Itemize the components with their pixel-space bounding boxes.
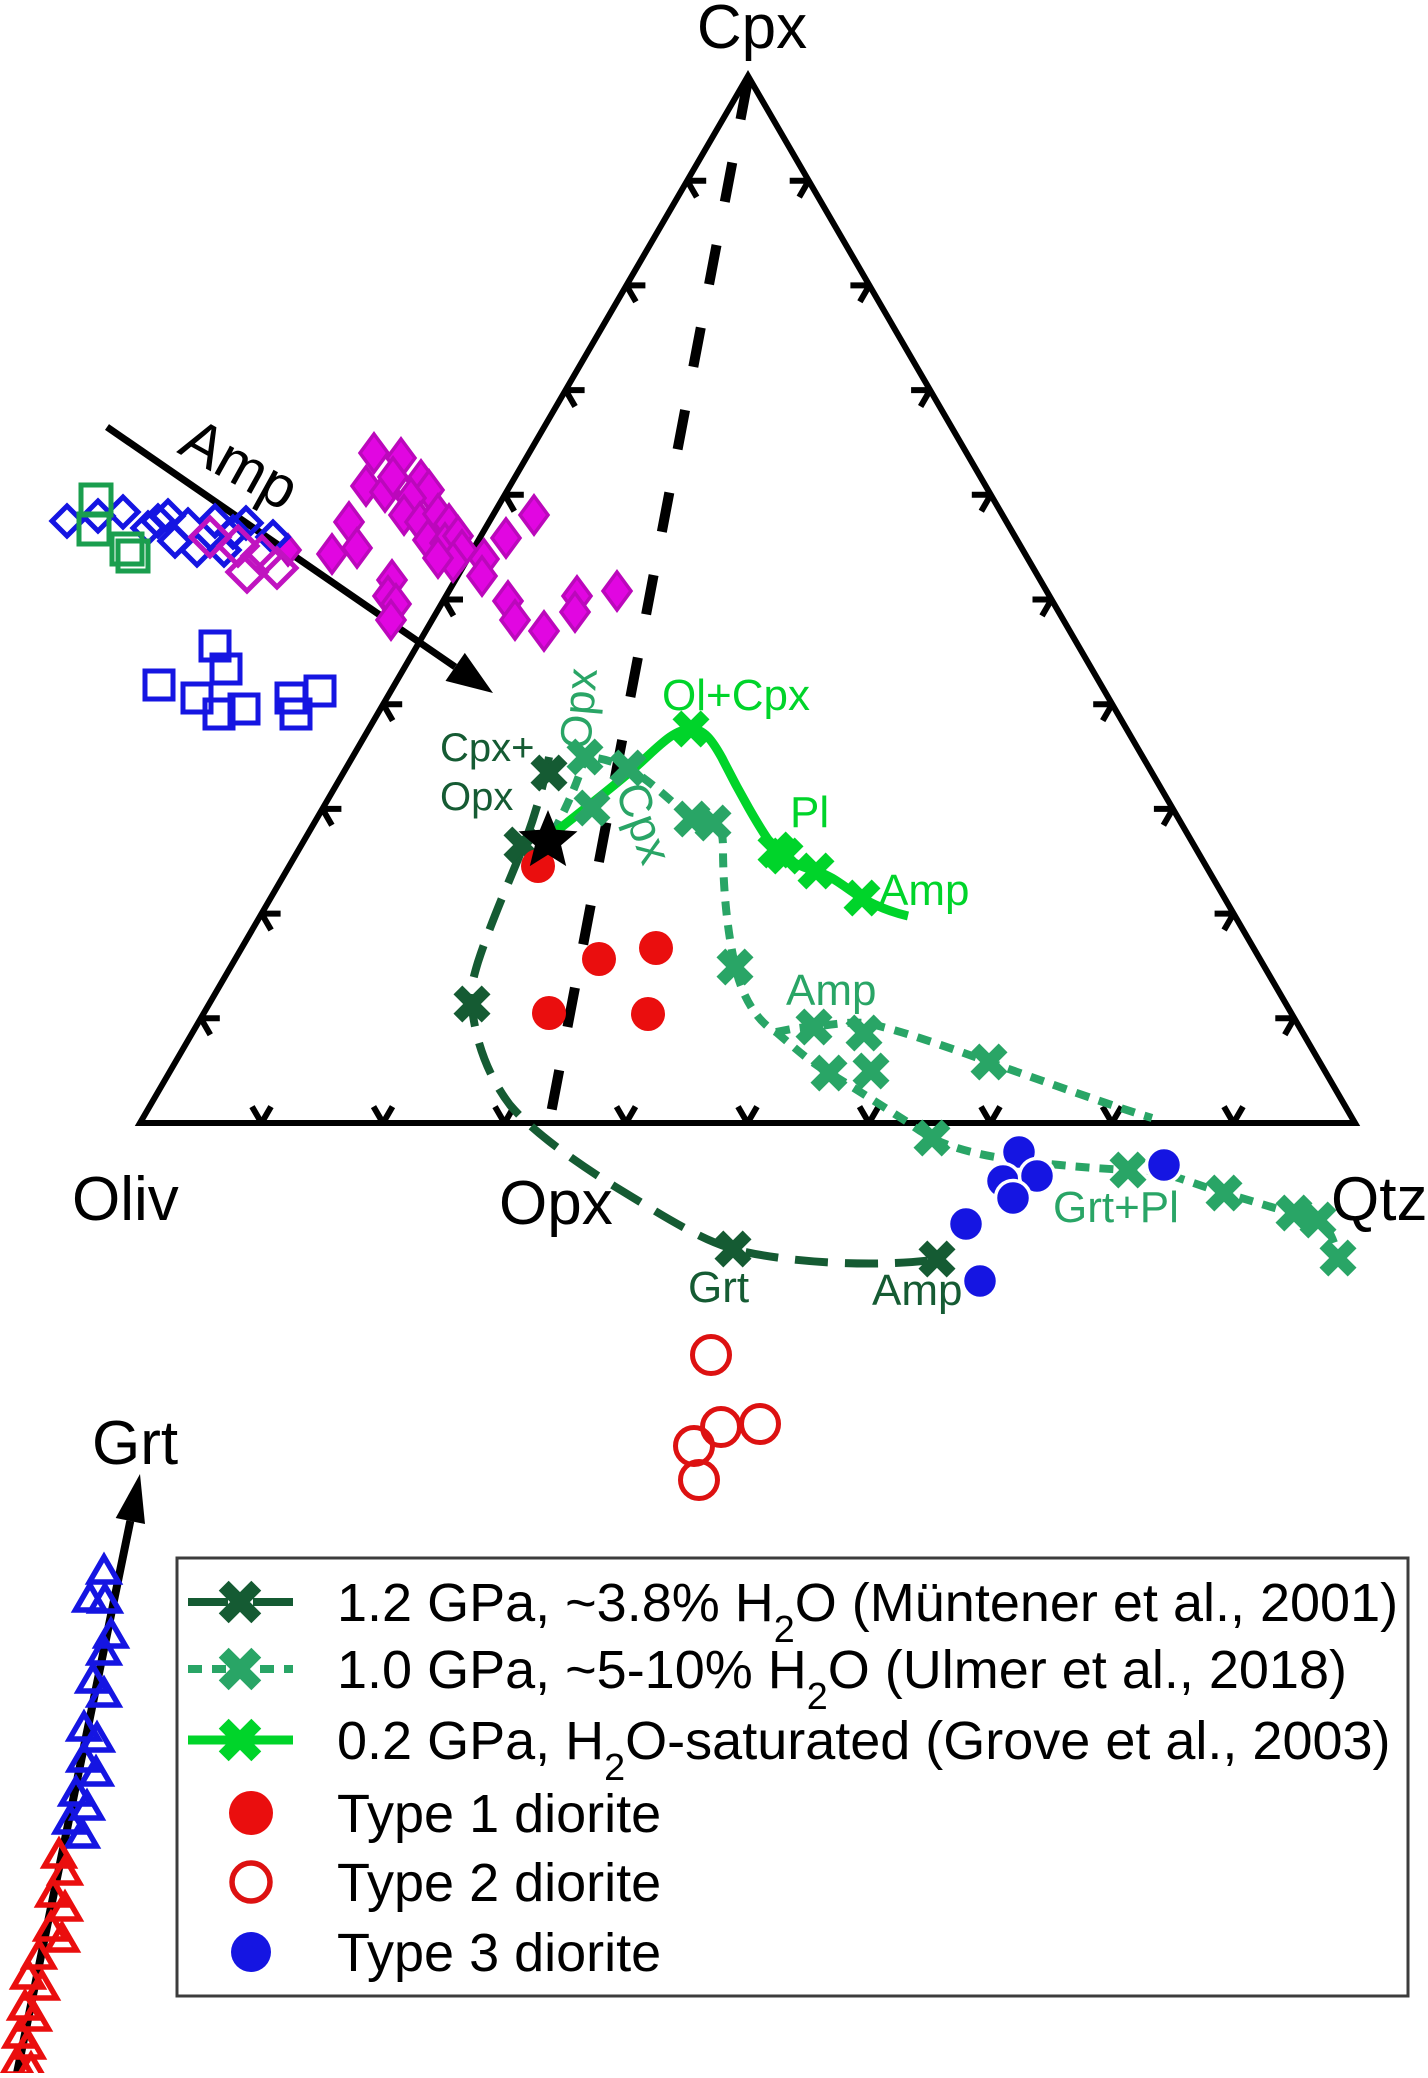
svg-text:Opx: Opx bbox=[499, 1169, 613, 1238]
svg-text:Amp: Amp bbox=[879, 866, 969, 915]
svg-text:Type 3 diorite: Type 3 diorite bbox=[337, 1923, 661, 1983]
svg-text:Oliv: Oliv bbox=[72, 1165, 179, 1234]
svg-text:Cpx: Cpx bbox=[697, 0, 807, 62]
svg-text:Pl: Pl bbox=[790, 788, 829, 837]
svg-text:Amp: Amp bbox=[786, 966, 876, 1015]
svg-text:Amp: Amp bbox=[872, 1266, 962, 1315]
svg-text:Opx: Opx bbox=[551, 666, 607, 751]
svg-text:Type 2 diorite: Type 2 diorite bbox=[337, 1853, 661, 1913]
svg-text:Cpx+: Cpx+ bbox=[440, 726, 535, 770]
svg-text:Grt: Grt bbox=[92, 1409, 178, 1478]
svg-text:Grt: Grt bbox=[688, 1263, 749, 1312]
svg-text:Type 1 diorite: Type 1 diorite bbox=[337, 1784, 661, 1844]
svg-text:Opx: Opx bbox=[440, 775, 513, 819]
svg-text:Ol+Cpx: Ol+Cpx bbox=[662, 671, 810, 720]
svg-text:Grt+Pl: Grt+Pl bbox=[1053, 1183, 1179, 1232]
svg-text:Qtz: Qtz bbox=[1331, 1165, 1427, 1234]
